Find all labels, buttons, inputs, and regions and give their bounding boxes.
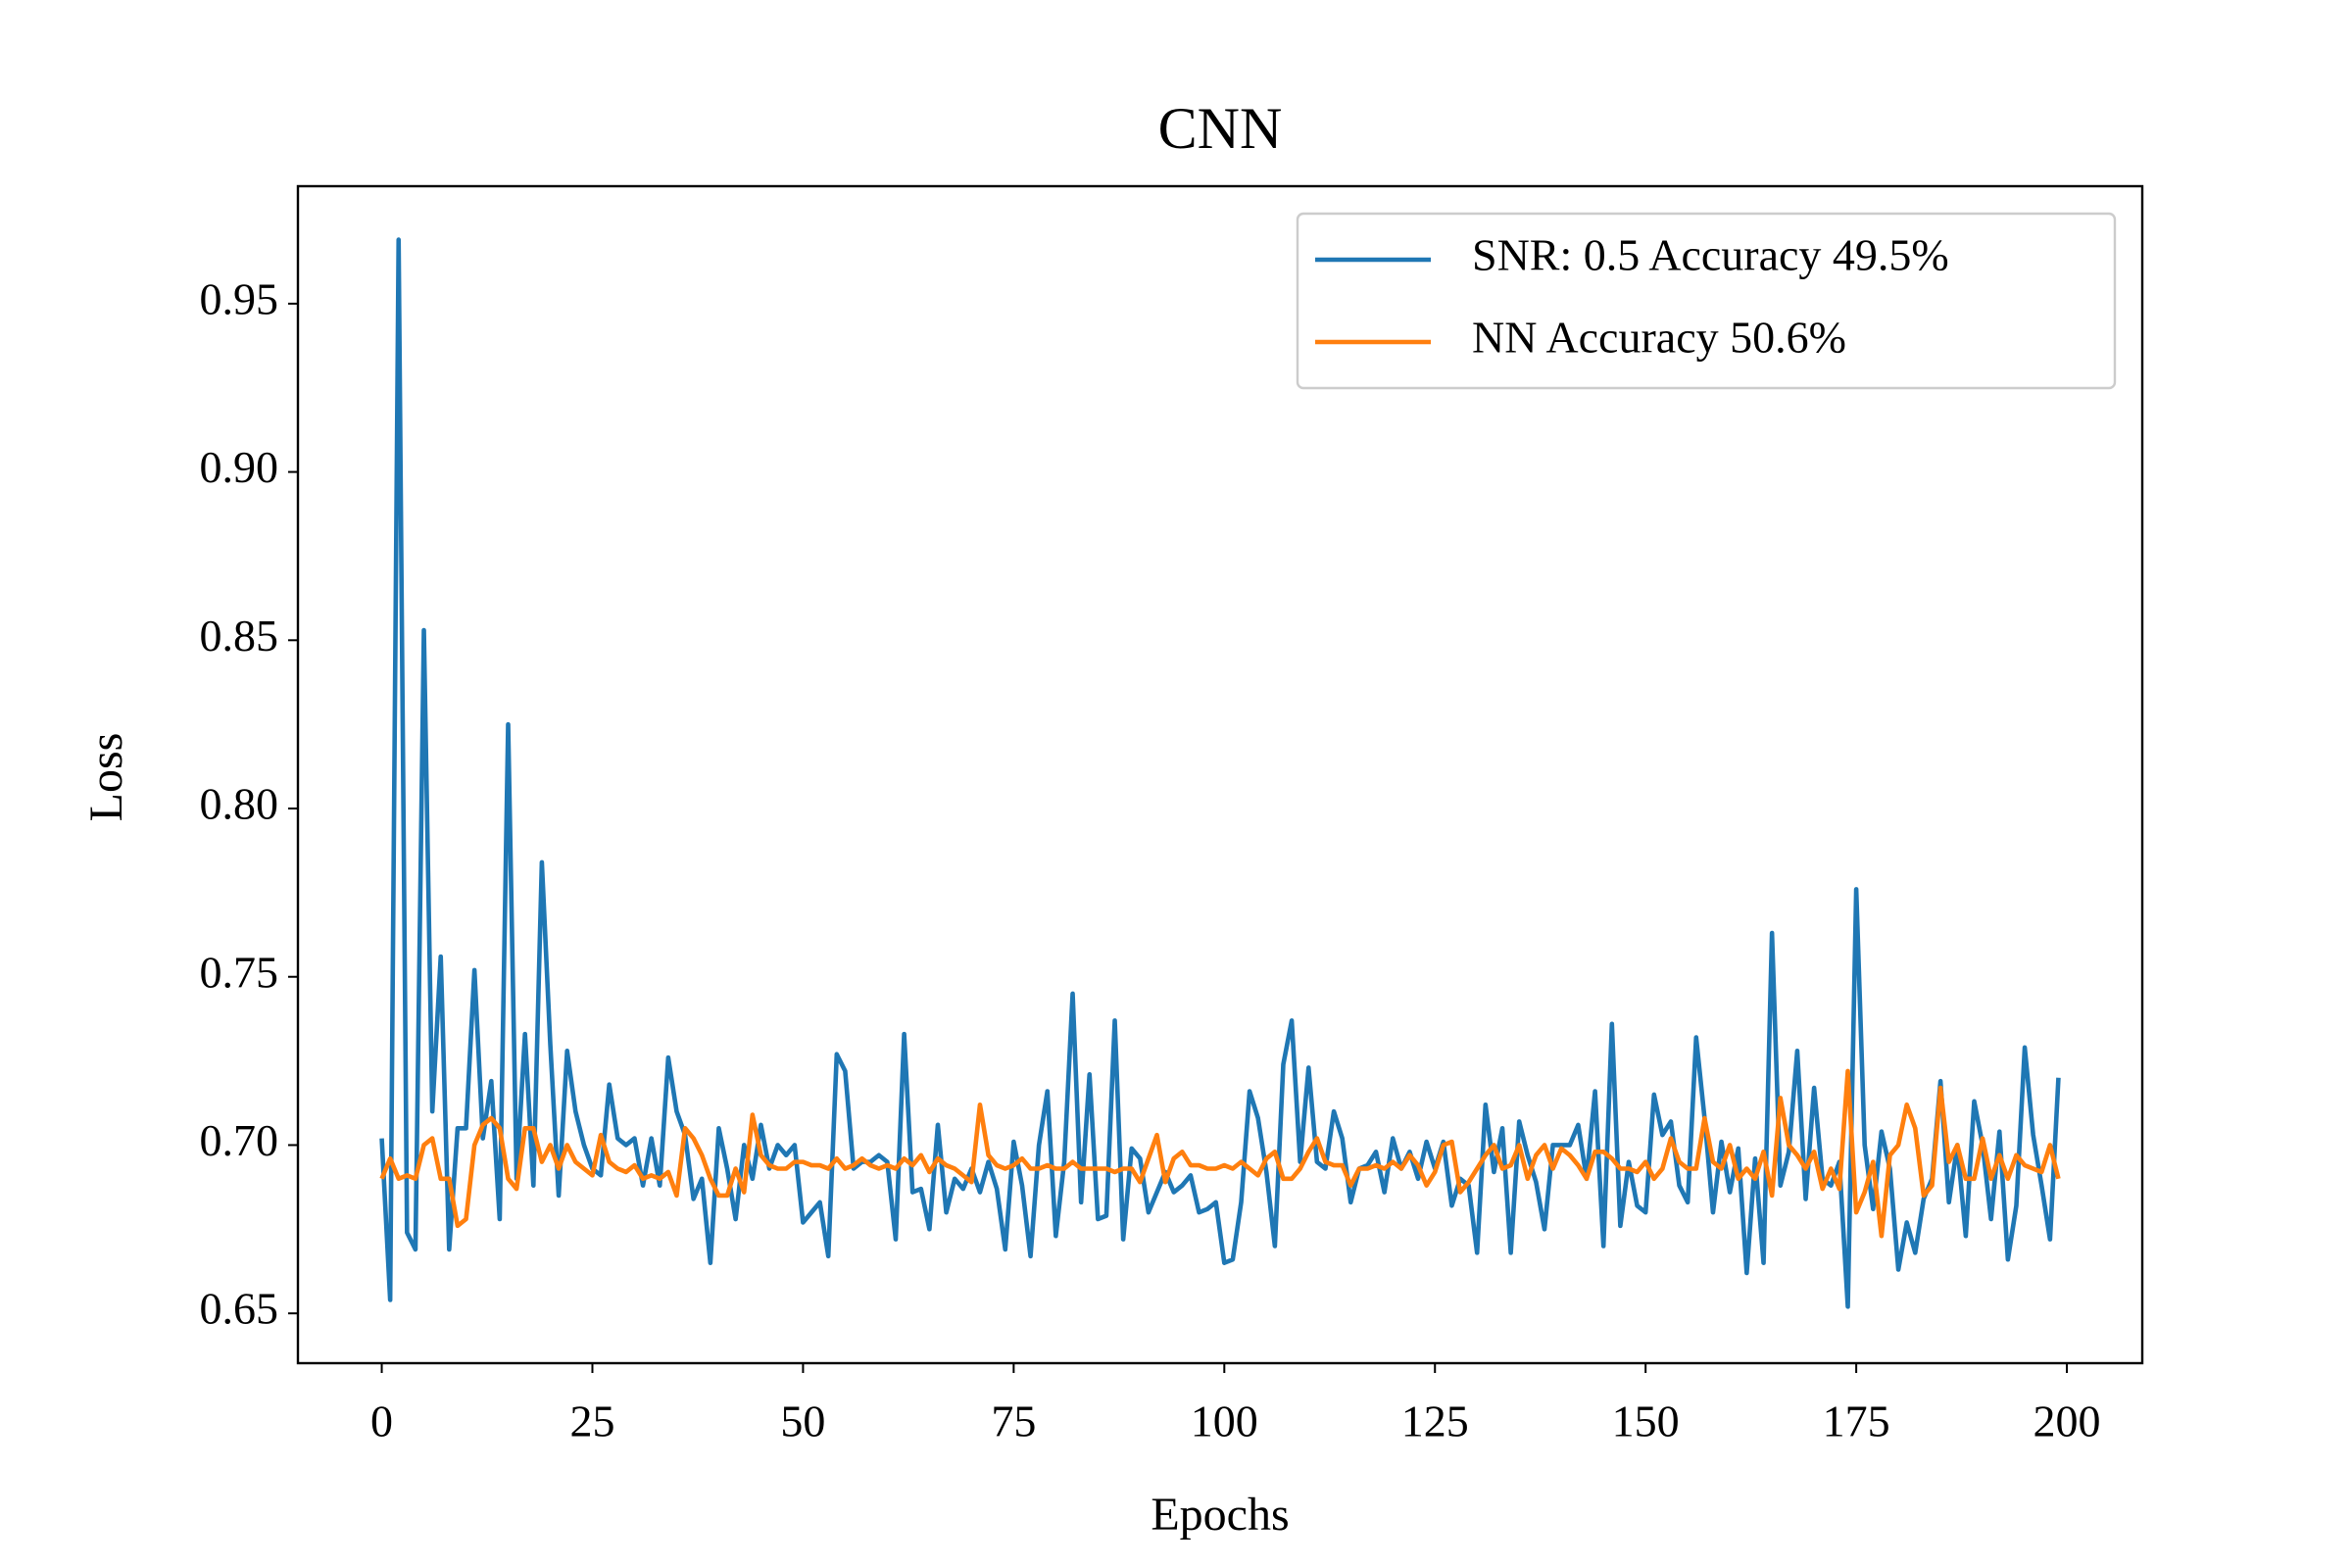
x-tick-label: 175: [1823, 1396, 1890, 1446]
x-axis-label: Epochs: [1151, 1489, 1289, 1541]
plot-frame: [296, 184, 2144, 1365]
x-tick-label: 50: [780, 1396, 825, 1446]
chart-title: CNN: [1158, 96, 1283, 161]
y-axis-label: Loss: [80, 733, 132, 822]
x-tick-label: 125: [1401, 1396, 1469, 1446]
y-tick-label: 0.95: [200, 273, 279, 323]
x-tick-label: 200: [2034, 1396, 2101, 1446]
legend-box: [1296, 212, 2117, 390]
legend-label: NN Accuracy 50.6%: [1472, 313, 1846, 363]
x-tick-label: 75: [991, 1396, 1036, 1446]
legend-label: SNR: 0.5 Accuracy 49.5%: [1472, 230, 1949, 280]
data-line: [379, 1068, 2061, 1239]
x-tick-label: 25: [569, 1396, 614, 1446]
y-tick-label: 0.70: [200, 1115, 279, 1165]
y-tick-label: 0.90: [200, 442, 279, 492]
y-tick-label: 0.75: [200, 947, 279, 997]
y-tick-label: 0.65: [200, 1284, 279, 1334]
data-line: [379, 237, 2061, 1309]
x-tick-label: 150: [1612, 1396, 1680, 1446]
x-tick-label: 0: [370, 1396, 393, 1446]
y-tick-label: 0.80: [200, 779, 279, 829]
y-tick-label: 0.85: [200, 611, 279, 661]
x-tick-label: 100: [1191, 1396, 1258, 1446]
